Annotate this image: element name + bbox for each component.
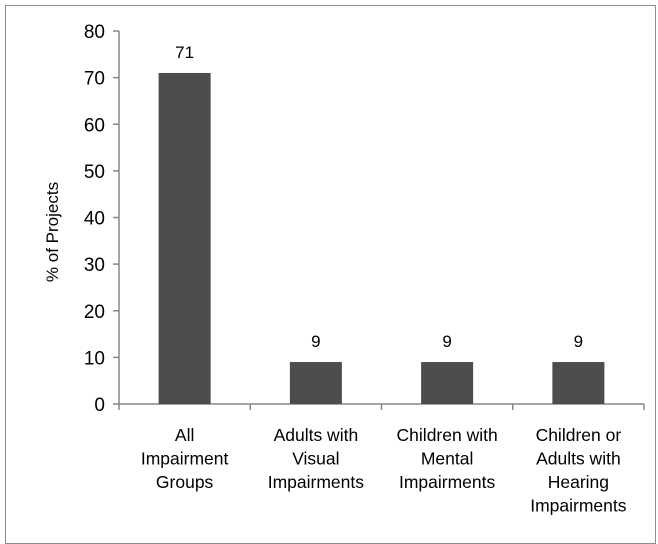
y-tick-label: 40 — [84, 209, 105, 230]
category-label-line: Hearing — [548, 472, 609, 492]
bar — [158, 72, 211, 405]
data-labels: 71 9 9 9 — [175, 43, 583, 351]
category-label: Children with Mental Impairments — [397, 425, 498, 492]
category-label-line: Impairments — [530, 496, 627, 516]
y-axis: 0 10 20 30 40 50 60 70 80 — [84, 22, 120, 416]
data-label: 9 — [574, 332, 583, 351]
category-label-line: Children or — [536, 425, 622, 445]
category-label-line: Groups — [156, 472, 214, 492]
y-tick-label: 60 — [84, 115, 105, 136]
category-label-line: Children with — [397, 425, 498, 445]
y-tick-label: 10 — [84, 348, 105, 369]
bar — [289, 362, 342, 404]
category-label-line: Visual — [292, 449, 339, 469]
y-tick-label: 50 — [84, 162, 105, 183]
data-label: 9 — [442, 332, 451, 351]
bar — [552, 362, 605, 404]
category-label-line: Impairments — [399, 472, 496, 492]
y-axis-title: % of Projects — [43, 182, 62, 282]
category-labels: All Impairment Groups Adults with Visual Impa… — [141, 425, 627, 516]
x-axis — [118, 403, 645, 410]
category-label: Children or Adults with Hearing Impairments — [530, 425, 627, 516]
y-tick-label: 20 — [84, 302, 105, 323]
y-tick-label: 80 — [84, 22, 105, 43]
chart-frame — [5, 5, 656, 544]
category-label-line: Adults with — [274, 425, 359, 445]
y-tick-label: 70 — [84, 69, 105, 90]
data-label: 9 — [311, 332, 320, 351]
category-label-line: Adults with — [536, 449, 621, 469]
data-label: 71 — [175, 43, 194, 62]
category-label-line: Impairment — [141, 449, 229, 469]
category-label: Adults with Visual Impairments — [268, 425, 365, 492]
bar — [421, 362, 474, 404]
category-label-line: All — [175, 425, 194, 445]
category-label-line: Impairments — [268, 472, 365, 492]
y-tick-label: 0 — [94, 395, 105, 416]
y-tick-label: 30 — [84, 255, 105, 276]
bars — [158, 72, 605, 405]
category-label: All Impairment Groups — [141, 425, 229, 492]
category-label-line: Mental — [421, 449, 474, 469]
